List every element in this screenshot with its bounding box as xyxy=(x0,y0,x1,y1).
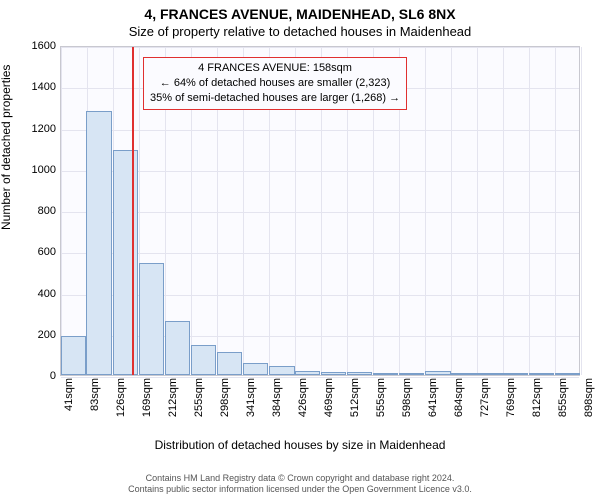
x-tick: 298sqm xyxy=(219,378,231,428)
y-tick: 1600 xyxy=(4,40,56,52)
chart-title: 4, FRANCES AVENUE, MAIDENHEAD, SL6 8NX xyxy=(0,0,600,22)
x-tick: 169sqm xyxy=(141,378,153,428)
histogram-bar xyxy=(113,150,138,375)
y-tick: 1400 xyxy=(4,81,56,93)
x-tick: 727sqm xyxy=(479,378,491,428)
histogram-bar xyxy=(295,371,320,375)
histogram-bar xyxy=(399,373,424,375)
annotation-line: 4 FRANCES AVENUE: 158sqm xyxy=(150,61,400,76)
plot-area: 4 FRANCES AVENUE: 158sqm← 64% of detache… xyxy=(60,46,580,376)
histogram-bar xyxy=(503,373,528,375)
x-tick: 212sqm xyxy=(167,378,179,428)
y-tick: 0 xyxy=(4,370,56,382)
x-tick: 469sqm xyxy=(323,378,335,428)
gridline-v xyxy=(451,47,452,375)
histogram-bar xyxy=(529,373,554,375)
attribution-line-2: Contains public sector information licen… xyxy=(0,484,600,496)
histogram-bar xyxy=(139,263,164,375)
x-tick: 426sqm xyxy=(297,378,309,428)
x-tick: 255sqm xyxy=(193,378,205,428)
gridline-v xyxy=(61,47,62,375)
x-tick: 598sqm xyxy=(401,378,413,428)
x-tick: 555sqm xyxy=(375,378,387,428)
x-tick: 641sqm xyxy=(427,378,439,428)
gridline-v xyxy=(529,47,530,375)
x-tick: 512sqm xyxy=(349,378,361,428)
histogram-bar xyxy=(165,321,190,375)
x-tick: 341sqm xyxy=(245,378,257,428)
histogram-bar xyxy=(373,373,398,375)
chart-container: Number of detached properties 4 FRANCES … xyxy=(0,40,600,420)
histogram-bar xyxy=(451,373,476,375)
y-tick: 800 xyxy=(4,205,56,217)
x-tick: 684sqm xyxy=(453,378,465,428)
x-tick: 769sqm xyxy=(505,378,517,428)
histogram-bar xyxy=(243,363,268,375)
y-tick: 1000 xyxy=(4,164,56,176)
gridline-v xyxy=(425,47,426,375)
histogram-bar xyxy=(269,366,294,375)
histogram-bar xyxy=(191,345,216,375)
annotation-line: 35% of semi-detached houses are larger (… xyxy=(150,91,400,106)
attribution: Contains HM Land Registry data © Crown c… xyxy=(0,473,600,496)
marker-line xyxy=(132,47,134,375)
histogram-bar xyxy=(86,111,111,375)
histogram-bar xyxy=(425,371,450,375)
x-tick: 41sqm xyxy=(63,378,75,428)
gridline-v xyxy=(555,47,556,375)
y-tick: 200 xyxy=(4,329,56,341)
gridline-v xyxy=(503,47,504,375)
x-tick: 83sqm xyxy=(89,378,101,428)
x-tick: 855sqm xyxy=(557,378,569,428)
histogram-bar xyxy=(555,373,580,375)
histogram-bar xyxy=(477,373,502,375)
annotation-box: 4 FRANCES AVENUE: 158sqm← 64% of detache… xyxy=(143,57,407,110)
x-axis-label: Distribution of detached houses by size … xyxy=(0,438,600,452)
annotation-line: ← 64% of detached houses are smaller (2,… xyxy=(150,76,400,91)
y-tick: 400 xyxy=(4,288,56,300)
y-tick: 600 xyxy=(4,246,56,258)
y-tick: 1200 xyxy=(4,123,56,135)
x-tick: 384sqm xyxy=(271,378,283,428)
x-tick: 812sqm xyxy=(531,378,543,428)
gridline-h xyxy=(61,377,579,378)
gridline-v xyxy=(581,47,582,375)
gridline-v xyxy=(477,47,478,375)
attribution-line-1: Contains HM Land Registry data © Crown c… xyxy=(0,473,600,485)
x-tick: 898sqm xyxy=(583,378,595,428)
histogram-bar xyxy=(61,336,86,375)
histogram-bar xyxy=(347,372,372,375)
x-tick: 126sqm xyxy=(115,378,127,428)
histogram-bar xyxy=(321,372,346,375)
histogram-bar xyxy=(217,352,242,375)
